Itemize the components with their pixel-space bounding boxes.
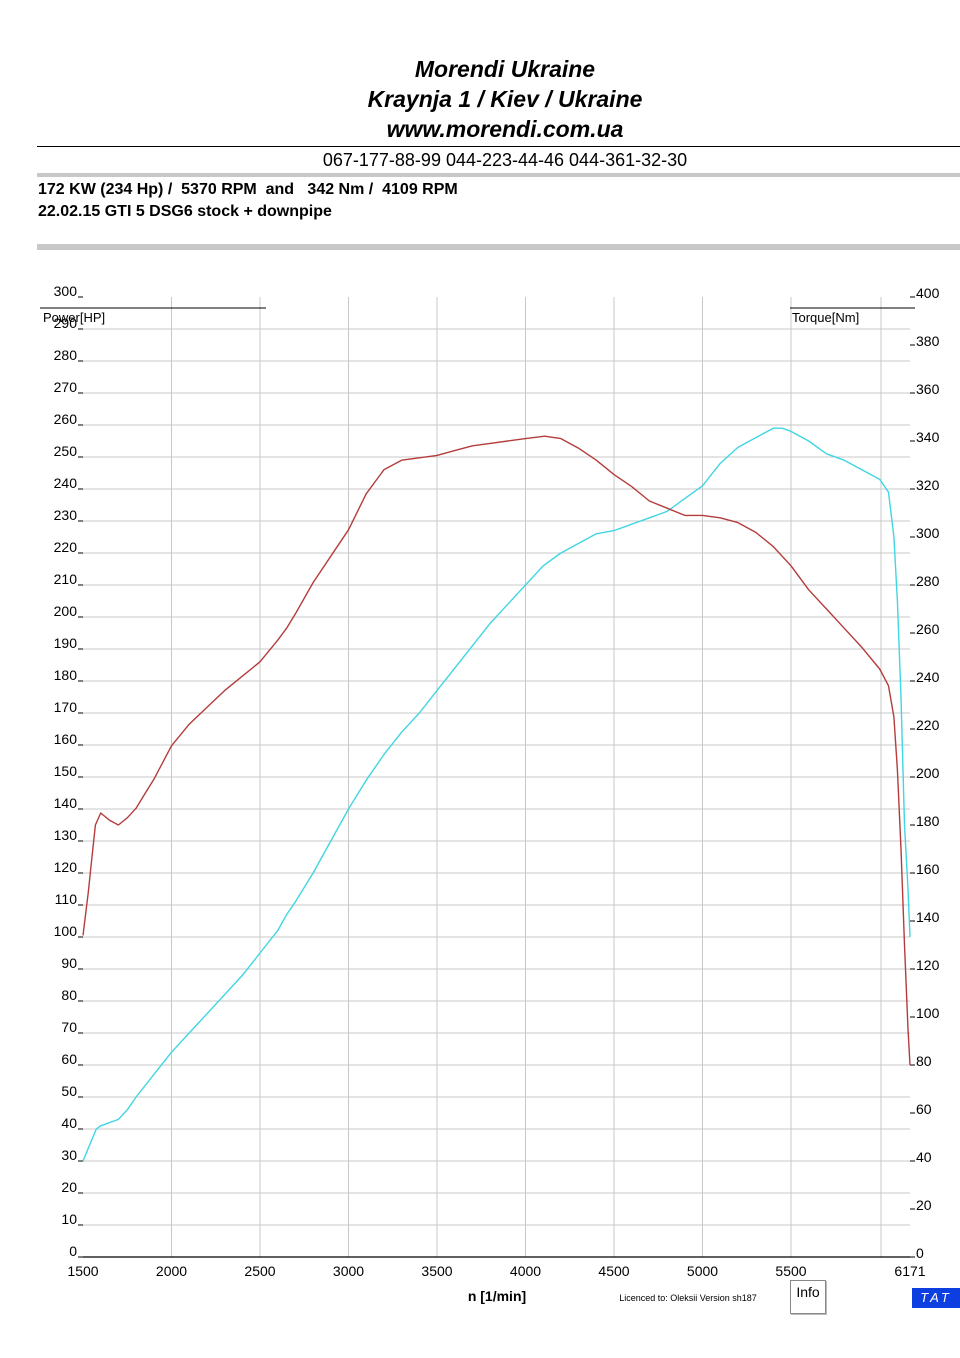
x-tick-label: 1500 bbox=[67, 1263, 98, 1279]
x-tick-label: 2000 bbox=[156, 1263, 187, 1279]
x-tick-label: 4000 bbox=[510, 1263, 541, 1279]
left-tick-label: 240 bbox=[54, 475, 78, 491]
right-axis-label: Torque[Nm] bbox=[792, 310, 859, 325]
x-tick-label: 2500 bbox=[244, 1263, 275, 1279]
left-tick-label: 30 bbox=[61, 1147, 77, 1163]
left-tick-label: 0 bbox=[69, 1243, 77, 1259]
right-tick-label: 380 bbox=[916, 333, 940, 349]
left-tick-label: 110 bbox=[55, 891, 78, 907]
left-tick-label: 190 bbox=[54, 635, 78, 651]
left-tick-label: 50 bbox=[61, 1083, 77, 1099]
right-tick-label: 280 bbox=[916, 573, 940, 589]
header-divider bbox=[37, 146, 960, 147]
right-tick-label: 140 bbox=[916, 909, 940, 925]
right-tick-label: 260 bbox=[916, 621, 940, 637]
left-tick-label: 130 bbox=[54, 827, 78, 843]
x-axis-ticks: 1500 2000 2500 3000 3500 4000 4500 5000 5500 6171 bbox=[67, 1263, 925, 1279]
phones-divider bbox=[37, 173, 960, 177]
left-tick-label: 170 bbox=[54, 699, 78, 715]
left-tick-label: 80 bbox=[61, 987, 77, 1003]
right-tick-label: 240 bbox=[916, 669, 940, 685]
right-tick-label: 340 bbox=[916, 429, 940, 445]
right-tick-label: 200 bbox=[916, 765, 940, 781]
company-name: Morendi Ukraine bbox=[414, 56, 596, 82]
phone-numbers: 067-177-88-99 044-223-44-46 044-361-32-3… bbox=[322, 150, 688, 170]
torque-curve bbox=[82, 435, 911, 1066]
left-axis-ticks: 0 10 20 30 40 50 60 70 80 90 100 110 120 130 140 150 160… bbox=[54, 283, 83, 1259]
right-tick-label: 300 bbox=[916, 525, 940, 541]
left-tick-label: 90 bbox=[61, 955, 77, 971]
right-tick-label: 320 bbox=[916, 477, 940, 493]
left-tick-label: 40 bbox=[61, 1115, 77, 1131]
x-tick-label: 3000 bbox=[333, 1263, 364, 1279]
left-axis-label: Power[HP] bbox=[43, 310, 105, 325]
x-tick-label: 5500 bbox=[775, 1263, 806, 1279]
right-tick-label: 160 bbox=[916, 861, 940, 877]
vehicle-description: 22.02.15 GTI 5 DSG6 stock + downpipe bbox=[38, 203, 332, 220]
left-tick-label: 280 bbox=[54, 347, 78, 363]
left-tick-label: 160 bbox=[54, 731, 78, 747]
result-summary: 172 KW (234 Hp) / 5370 RPM and 342 Nm / … bbox=[38, 181, 458, 198]
left-tick-label: 220 bbox=[54, 539, 78, 555]
right-tick-label: 220 bbox=[916, 717, 940, 733]
left-tick-label: 250 bbox=[54, 443, 78, 459]
left-tick-label: 230 bbox=[54, 507, 78, 523]
x-tick-label: 6171 bbox=[894, 1263, 925, 1279]
right-tick-label: 20 bbox=[916, 1197, 932, 1213]
right-tick-label: 80 bbox=[916, 1053, 932, 1069]
tat-badge: TAT bbox=[912, 1288, 960, 1308]
left-tick-label: 260 bbox=[54, 411, 78, 427]
summary-divider bbox=[37, 244, 960, 250]
x-tick-label: 3500 bbox=[421, 1263, 452, 1279]
company-address: Kraynja 1 / Kiev / Ukraine bbox=[367, 86, 643, 112]
left-tick-label: 100 bbox=[54, 923, 78, 939]
left-tick-label: 300 bbox=[54, 283, 78, 299]
right-tick-label: 60 bbox=[916, 1101, 932, 1117]
left-tick-label: 150 bbox=[54, 763, 78, 779]
left-tick-label: 60 bbox=[61, 1051, 77, 1067]
right-tick-label: 0 bbox=[916, 1245, 924, 1261]
left-tick-label: 180 bbox=[54, 667, 78, 683]
right-tick-label: 180 bbox=[916, 813, 940, 829]
right-tick-label: 100 bbox=[916, 1005, 940, 1021]
right-tick-label: 360 bbox=[916, 381, 940, 397]
company-website[interactable]: www.morendi.com.ua bbox=[386, 116, 624, 142]
series-group bbox=[82, 427, 911, 1162]
x-tick-label: 5000 bbox=[687, 1263, 718, 1279]
left-tick-label: 10 bbox=[61, 1211, 77, 1227]
info-button[interactable]: Info bbox=[790, 1280, 826, 1314]
licence-text: Licenced to: Oleksii Version sh187 bbox=[619, 1293, 757, 1303]
power-curve bbox=[82, 427, 911, 1162]
x-axis-label: n [1/min] bbox=[468, 1288, 526, 1304]
left-tick-label: 120 bbox=[54, 859, 78, 875]
chart-grid bbox=[83, 297, 910, 1257]
left-tick-label: 140 bbox=[54, 795, 78, 811]
right-axis-ticks: 0 20 40 60 80 100 120 140 160 180 200 220 240 260 280 3… bbox=[910, 285, 940, 1261]
right-tick-label: 120 bbox=[916, 957, 940, 973]
left-tick-label: 290 bbox=[54, 315, 78, 331]
left-tick-label: 200 bbox=[54, 603, 78, 619]
x-tick-label: 4500 bbox=[598, 1263, 629, 1279]
right-tick-label: 40 bbox=[916, 1149, 932, 1165]
left-tick-label: 270 bbox=[54, 379, 78, 395]
right-tick-label: 400 bbox=[916, 285, 940, 301]
left-tick-label: 20 bbox=[61, 1179, 77, 1195]
legend-box: Power[HP] Torque[Nm] bbox=[40, 307, 915, 325]
left-tick-label: 70 bbox=[61, 1019, 77, 1035]
left-tick-label: 210 bbox=[54, 571, 78, 587]
